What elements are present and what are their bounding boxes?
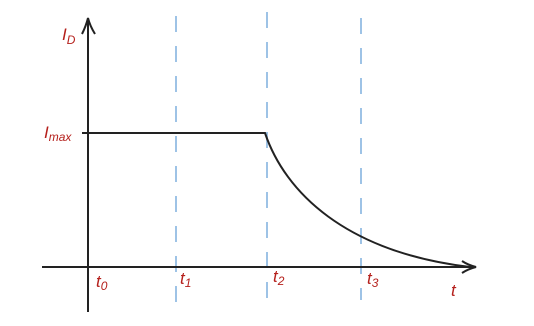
label-subscript: D <box>67 33 76 47</box>
label-subscript: 0 <box>101 279 108 293</box>
x-axis-label: t <box>451 281 457 300</box>
t2-label: t2 <box>273 267 285 288</box>
label-subscript: 2 <box>277 274 285 288</box>
label-main: t <box>367 269 373 288</box>
label-main: t <box>273 267 279 286</box>
t0-label: t0 <box>96 272 108 293</box>
x-arrow <box>461 260 477 274</box>
time-guides <box>175 12 362 312</box>
t1-label: t1 <box>180 269 191 290</box>
label-main: t <box>180 269 186 288</box>
label-main: I <box>44 123 49 142</box>
axes <box>42 17 477 312</box>
label-subscript: 3 <box>372 276 379 290</box>
current-curve <box>88 132 471 268</box>
label-main: I <box>62 25 67 44</box>
label-subscript: max <box>49 130 73 144</box>
imax-label: Imax <box>44 123 72 144</box>
y-arrow <box>81 17 96 35</box>
label-main: t <box>96 272 102 291</box>
y-axis-label: ID <box>62 25 76 47</box>
t3-label: t3 <box>367 269 379 290</box>
label-subscript: 1 <box>185 276 192 290</box>
